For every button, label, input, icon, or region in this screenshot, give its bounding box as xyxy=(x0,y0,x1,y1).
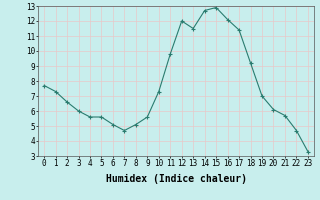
X-axis label: Humidex (Indice chaleur): Humidex (Indice chaleur) xyxy=(106,174,246,184)
